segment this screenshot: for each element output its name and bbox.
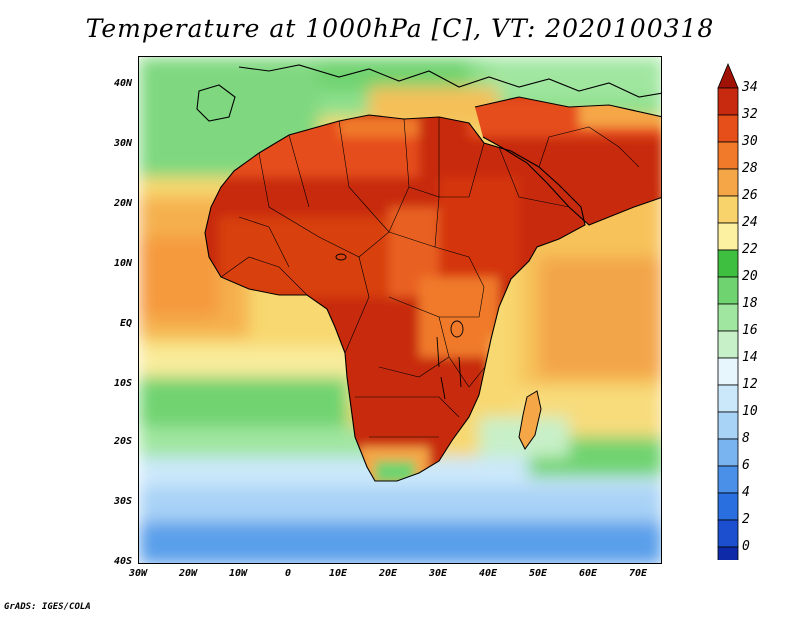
y-tick-label: 20N xyxy=(113,198,132,209)
country-borders xyxy=(220,117,640,438)
y-tick-label: 40S xyxy=(113,556,132,567)
footer-credit: GrADS: IGES/COLA xyxy=(4,602,91,612)
colorbar-label: 10 xyxy=(742,404,758,419)
colorbar-label: 4 xyxy=(742,485,750,500)
colorbar-segment xyxy=(717,465,739,494)
colorbar-label: 14 xyxy=(742,350,758,365)
x-tick-label: 70E xyxy=(628,568,648,579)
colorbar-segment xyxy=(717,492,739,521)
chart-title: Temperature at 1000hPa [C], VT: 20201003… xyxy=(85,14,715,43)
colorbar xyxy=(717,62,739,560)
x-tick-label: 20W xyxy=(178,568,198,579)
y-tick-label: 30S xyxy=(113,496,132,507)
temperature-map xyxy=(139,57,661,563)
colorbar-segment xyxy=(717,141,739,170)
colorbar-label: 2 xyxy=(742,512,750,527)
x-tick-label: 40E xyxy=(478,568,498,579)
colorbar-label: 26 xyxy=(742,188,758,203)
x-tick-label: 60E xyxy=(578,568,598,579)
colorbar-label: 30 xyxy=(742,134,758,149)
colorbar-segment xyxy=(717,195,739,224)
x-tick-label: 10E xyxy=(328,568,348,579)
y-tick-label: 10N xyxy=(113,258,132,269)
colorbar-segment xyxy=(717,303,739,332)
colorbar-label: 12 xyxy=(742,377,758,392)
colorbar-label: 24 xyxy=(742,215,758,230)
x-tick-label: 30E xyxy=(428,568,448,579)
colorbar-segment xyxy=(717,168,739,197)
y-tick-label: 40N xyxy=(113,78,132,89)
madagascar xyxy=(518,390,542,450)
lakes xyxy=(335,253,464,400)
colorbar-segment xyxy=(717,546,739,560)
y-tick-label: 20S xyxy=(113,436,132,447)
x-tick-label: 30W xyxy=(128,568,148,579)
y-tick-label: 10S xyxy=(113,378,132,389)
colorbar-label: 22 xyxy=(742,242,758,257)
colorbar-label: 20 xyxy=(742,269,758,284)
colorbar-label: 32 xyxy=(742,107,758,122)
colorbar-segment xyxy=(717,357,739,386)
colorbar-label: 8 xyxy=(742,431,750,446)
colorbar-segment xyxy=(717,62,739,89)
colorbar-segment xyxy=(717,87,739,116)
map-panel xyxy=(138,56,662,564)
colorbar-segment xyxy=(717,519,739,548)
colorbar-segment xyxy=(717,330,739,359)
colorbar-segment xyxy=(717,438,739,467)
colorbar-segment xyxy=(717,249,739,278)
colorbar-segment xyxy=(717,222,739,251)
x-tick-label: 10W xyxy=(228,568,248,579)
colorbar-label: 16 xyxy=(742,323,758,338)
colorbar-segment xyxy=(717,114,739,143)
x-tick-label: 0 xyxy=(284,568,292,579)
colorbar-segment xyxy=(717,384,739,413)
x-tick-label: 50E xyxy=(528,568,548,579)
colorbar-label: 18 xyxy=(742,296,758,311)
colorbar-label: 28 xyxy=(742,161,758,176)
x-tick-label: 20E xyxy=(378,568,398,579)
colorbar-label: 6 xyxy=(742,458,750,473)
y-tick-label: 30N xyxy=(113,138,132,149)
colorbar-label: 0 xyxy=(742,539,750,554)
colorbar-segment xyxy=(717,411,739,440)
colorbar-segment xyxy=(717,276,739,305)
y-tick-label: EQ xyxy=(119,318,132,329)
colorbar-label: 34 xyxy=(742,80,758,95)
